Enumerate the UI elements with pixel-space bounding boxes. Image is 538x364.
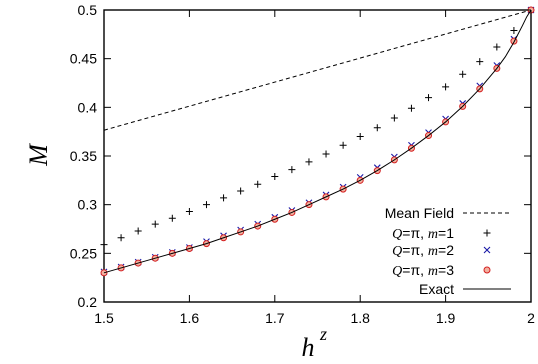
- y-axis: 0.2 0.25 0.3 0.35 0.4 0.45 0.5: [70, 2, 531, 310]
- x-tick-label: 1.5: [94, 310, 114, 326]
- data-point: [100, 241, 108, 249]
- y-tick-label: 0.5: [78, 2, 98, 18]
- y-tick-label: 0.35: [70, 148, 97, 164]
- x-axis-title-sup: z: [319, 324, 327, 344]
- y-axis-title: M: [24, 143, 53, 167]
- series-4: [103, 9, 532, 274]
- y-tick-label: 0.45: [70, 51, 97, 67]
- data-point: [202, 201, 210, 209]
- data-point: [339, 141, 347, 149]
- y-tick-label: 0.2: [78, 294, 98, 310]
- plot-area: [100, 6, 535, 303]
- legend-sample: [483, 229, 491, 237]
- mean-field-line: [103, 9, 532, 131]
- data-point: [185, 207, 193, 215]
- data-point: [117, 234, 125, 242]
- legend-sample: [483, 266, 491, 274]
- y-tick-label: 0.25: [70, 245, 97, 261]
- legend-label: Exact: [419, 281, 454, 297]
- data-point: [493, 43, 501, 51]
- data-point: [220, 194, 228, 202]
- data-point: [407, 104, 415, 112]
- series-3: [100, 6, 535, 277]
- series-1: [100, 6, 535, 249]
- data-point: [476, 58, 484, 66]
- data-point: [271, 172, 279, 180]
- x-axis-title: h: [302, 333, 315, 362]
- data-point: [288, 166, 296, 174]
- data-point: [237, 187, 245, 195]
- data-point: [305, 158, 313, 166]
- series-2: [100, 6, 535, 276]
- data-point: [510, 26, 518, 34]
- legend-label: Q=π, m=2: [392, 242, 454, 259]
- data-point: [322, 150, 330, 158]
- legend-label: Q=π, m=3: [392, 262, 454, 279]
- data-point: [356, 133, 364, 141]
- exact-line: [103, 9, 532, 274]
- x-tick-label: 1.7: [265, 310, 285, 326]
- x-tick-label: 1.8: [350, 310, 370, 326]
- data-point: [390, 114, 398, 122]
- legend-sample: [483, 246, 491, 254]
- x-tick-label: 2: [527, 310, 535, 326]
- legend-label: Mean Field: [385, 205, 454, 221]
- data-point: [134, 227, 142, 235]
- x-tick-label: 1.9: [436, 310, 456, 326]
- data-point: [442, 83, 450, 91]
- data-point: [373, 124, 381, 132]
- legend-label: Q=π, m=1: [392, 225, 454, 242]
- x-tick-label: 1.6: [180, 310, 200, 326]
- series-0: [103, 9, 532, 131]
- y-tick-label: 0.4: [78, 99, 98, 115]
- legend: Mean Field Q=π, m=1Q=π, m=2 Q=π, m=3 Exact: [385, 205, 511, 297]
- data-point: [254, 180, 262, 188]
- data-point: [168, 214, 176, 222]
- x-axis: 1.5 1.6 1.7 1.8 1.9 2: [94, 10, 535, 326]
- data-point: [459, 70, 467, 78]
- series-layer: [100, 6, 535, 277]
- plot-frame: [103, 9, 532, 303]
- data-point: [425, 94, 433, 102]
- y-tick-label: 0.3: [78, 197, 98, 213]
- axis-titles: h z M: [24, 143, 327, 362]
- data-point: [151, 220, 159, 228]
